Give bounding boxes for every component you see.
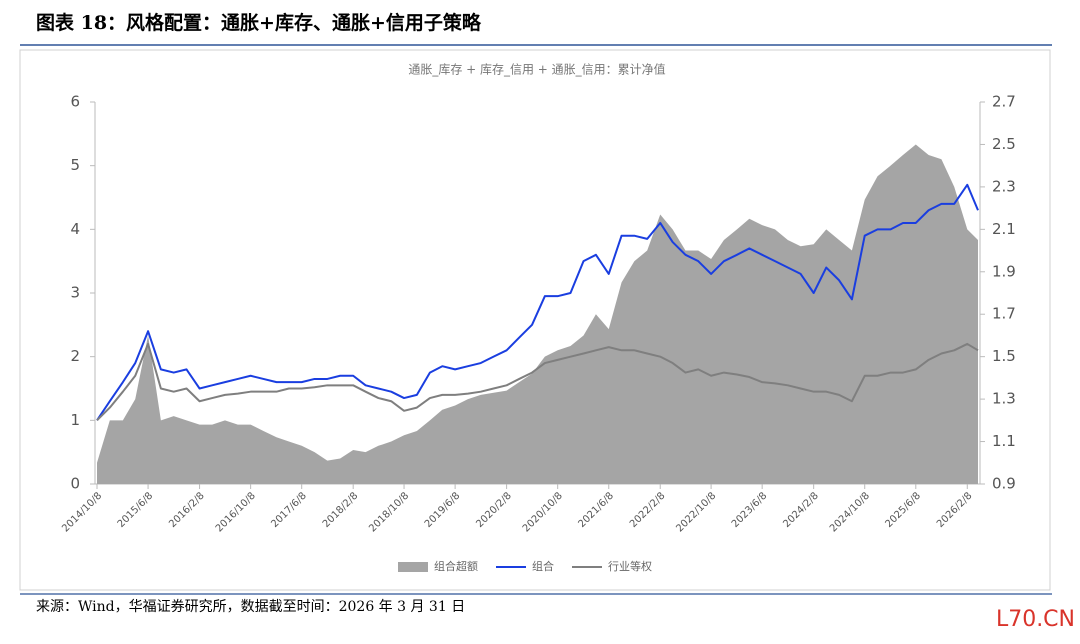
line xyxy=(96,342,979,422)
y2-tick-label: 1.9 xyxy=(992,262,1016,280)
x-tick-label: 2021/6/8 xyxy=(576,490,616,530)
x-tick-label: 2020/2/8 xyxy=(474,490,514,530)
source-note: 来源：Wind，华福证券研究所，数据截至时间：2026 年 3 月 31 日 xyxy=(36,599,465,615)
legend-label: 行业等权 xyxy=(608,559,652,573)
x-tick-label: 2017/6/8 xyxy=(269,490,309,530)
y2-tick-label: 2.1 xyxy=(992,220,1016,238)
x-tick-label: 2024/2/8 xyxy=(781,490,821,530)
y2-tick-label: 2.5 xyxy=(992,135,1016,153)
report-title: 图表 18：风格配置：通胀+库存、通胀+信用子策略 xyxy=(36,11,482,34)
x-tick-label: 2026/2/8 xyxy=(935,490,975,530)
x-tick-label: 2023/6/8 xyxy=(730,490,770,530)
x-tick-label: 2022/10/8 xyxy=(674,490,718,534)
y2-tick-label: 1.5 xyxy=(992,347,1016,365)
chart-frame xyxy=(19,49,1051,591)
y-tick-label: 2 xyxy=(70,347,80,365)
watermark: L70.CN xyxy=(996,607,1075,632)
y2-tick-label: 1.3 xyxy=(992,390,1016,408)
x-tick-label: 2018/2/8 xyxy=(321,490,361,530)
y-tick-label: 4 xyxy=(70,220,80,238)
x-tick-label: 2024/10/8 xyxy=(828,490,872,534)
chart-title: 通胀_库存 + 库存_信用 + 通胀_信用：累计净值 xyxy=(408,62,665,77)
y2-tick-label: 2.7 xyxy=(992,93,1016,111)
y2-tick-label: 1.1 xyxy=(992,432,1016,450)
legend-label: 组合超额 xyxy=(434,559,478,573)
y2-tick-label: 0.9 xyxy=(992,475,1016,493)
y2-tick-label: 2.3 xyxy=(992,177,1016,195)
area xyxy=(97,144,978,484)
x-tick-label: 2022/2/8 xyxy=(628,490,668,530)
x-tick-label: 2016/2/8 xyxy=(167,490,207,530)
x-tick-label: 2016/10/8 xyxy=(214,490,258,534)
line xyxy=(96,183,979,421)
x-tick-label: 2014/10/8 xyxy=(60,490,104,534)
x-tick-label: 2025/6/8 xyxy=(883,490,923,530)
legend-swatch xyxy=(398,562,428,572)
x-tick-label: 2019/6/8 xyxy=(423,490,463,530)
x-tick-label: 2018/10/8 xyxy=(367,490,411,534)
legend-label: 组合 xyxy=(532,559,554,573)
y-tick-label: 0 xyxy=(70,475,80,493)
y-tick-label: 1 xyxy=(70,411,80,429)
y2-tick-label: 1.7 xyxy=(992,305,1016,323)
y-tick-label: 3 xyxy=(70,284,80,302)
x-tick-label: 2015/6/8 xyxy=(116,490,156,530)
y-tick-label: 5 xyxy=(70,156,80,174)
y-tick-label: 6 xyxy=(70,93,80,111)
x-tick-label: 2020/10/8 xyxy=(521,490,565,534)
